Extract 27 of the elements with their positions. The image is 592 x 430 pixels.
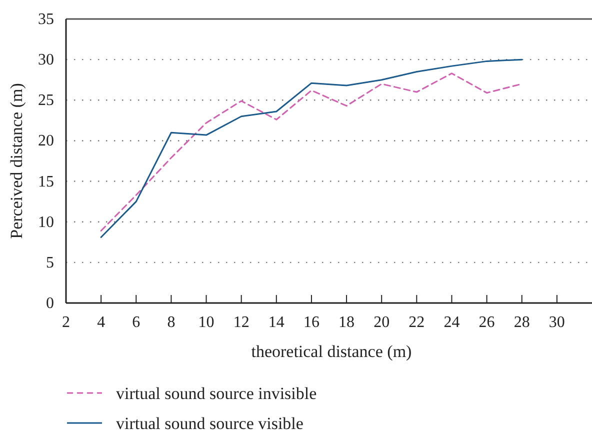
x-axis-title: theoretical distance (m) — [251, 342, 412, 361]
y-tick-label: 30 — [38, 52, 54, 69]
x-tick-label: 4 — [97, 314, 106, 331]
y-tick-label: 20 — [38, 132, 54, 150]
x-tick-label: 20 — [374, 314, 390, 331]
x-tick-label: 8 — [167, 314, 176, 331]
y-tick-label: 5 — [46, 254, 54, 272]
y-tick-label: 15 — [38, 173, 54, 190]
x-tick-label: 12 — [233, 314, 250, 331]
legend-label: virtual sound source invisible — [116, 384, 317, 403]
x-tick-label: 24 — [444, 314, 460, 331]
x-tick-label: 22 — [408, 314, 425, 331]
y-axis-title: Perceived distance (m) — [7, 83, 26, 239]
x-tick-label: 16 — [303, 314, 320, 331]
x-tick-label: 10 — [198, 314, 214, 331]
y-tick-label: 25 — [38, 92, 54, 110]
y-tick-label: 35 — [38, 11, 54, 28]
x-tick-label: 26 — [478, 314, 495, 331]
y-tick-label: 10 — [38, 214, 54, 231]
x-tick-label: 2 — [62, 314, 70, 331]
x-tick-label: 18 — [338, 314, 355, 331]
y-tick-label: 0 — [46, 295, 54, 312]
legend-label: virtual sound source visible — [116, 414, 304, 430]
x-tick-label: 30 — [548, 314, 565, 331]
x-tick-label: 28 — [514, 314, 530, 331]
x-tick-label: 14 — [268, 314, 284, 331]
x-tick-label: 6 — [132, 314, 140, 331]
